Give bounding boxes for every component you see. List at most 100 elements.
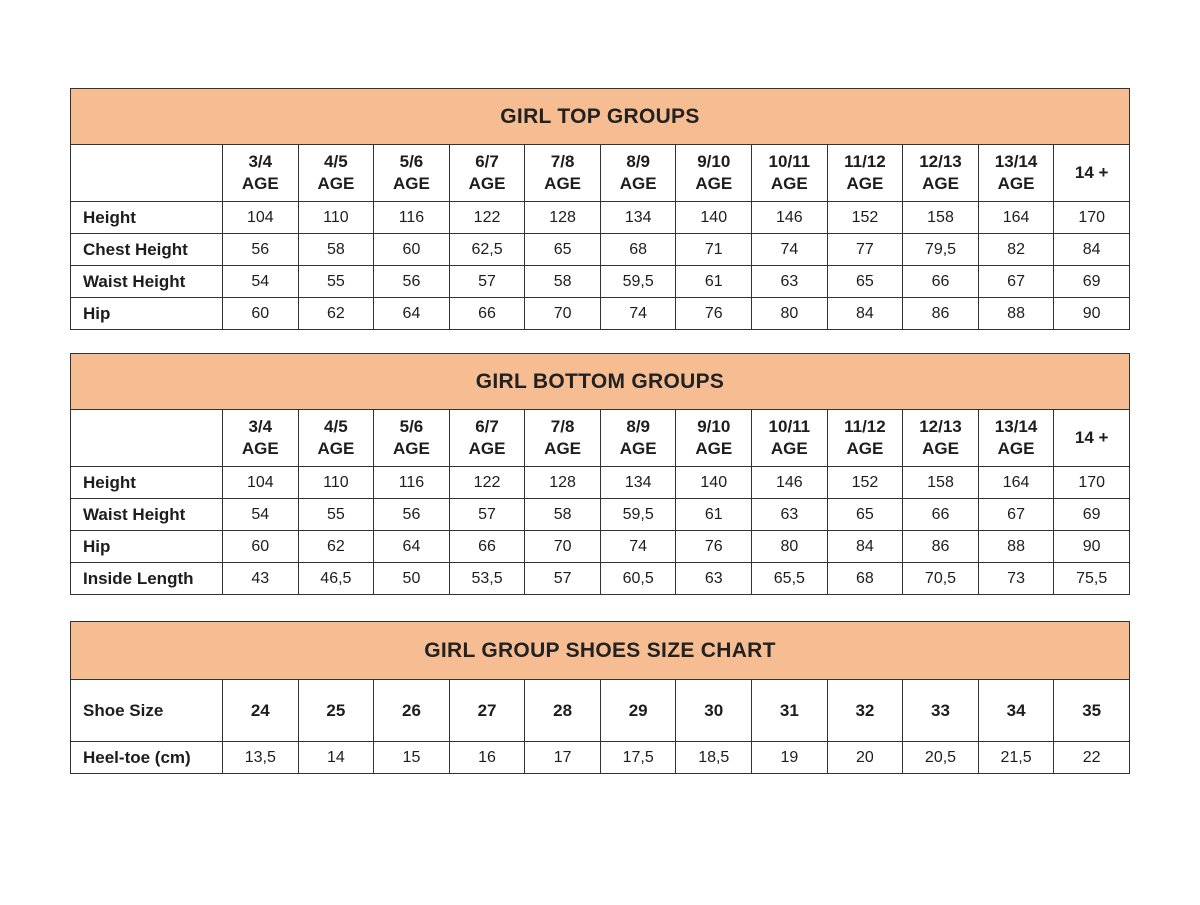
value-cell: 56 (373, 498, 450, 531)
value-cell: 80 (751, 297, 828, 330)
value-cell: 62 (297, 297, 375, 330)
value-cell: 170 (1053, 201, 1130, 234)
value-cell: 71 (675, 233, 753, 266)
value-cell: 61 (675, 498, 753, 531)
value-cell: 170 (1053, 466, 1130, 499)
value-cell: 15 (373, 741, 450, 774)
value-cell: 69 (1053, 265, 1130, 298)
row-label: Heel-toe (cm) (70, 741, 223, 774)
value-cell: 63 (751, 265, 828, 298)
value-cell: 59,5 (599, 265, 677, 298)
value-cell: 13,5 (222, 741, 299, 774)
value-cell: 164 (977, 201, 1055, 234)
age-header-cell: 14 + (1053, 409, 1130, 467)
value-cell: 22 (1053, 741, 1130, 774)
value-cell: 104 (222, 466, 299, 499)
value-cell: 63 (751, 498, 828, 531)
girl-top-groups-table: GIRL TOP GROUPS 3/4 AGE 4/5 AGE 5/6 AGE 6/7 … (70, 88, 1130, 330)
value-cell: 82 (977, 233, 1055, 266)
value-cell: 84 (1053, 233, 1130, 266)
value-cell: 88 (977, 530, 1055, 563)
value-cell: 146 (751, 201, 828, 234)
age-header-cell: 8/9 AGE (599, 409, 677, 467)
row-label: Height (70, 201, 223, 234)
value-cell: 56 (373, 265, 450, 298)
value-cell: 64 (373, 297, 450, 330)
value-cell: 122 (448, 201, 526, 234)
table-title: GIRL TOP GROUPS (70, 88, 1130, 145)
value-cell: 62 (297, 530, 375, 563)
value-cell: 59,5 (599, 498, 677, 531)
value-cell: 67 (977, 265, 1055, 298)
value-cell: 28 (524, 679, 601, 742)
value-cell: 27 (448, 679, 526, 742)
age-header-cell: 3/4 AGE (222, 409, 299, 467)
value-cell: 57 (448, 265, 526, 298)
value-cell: 65 (826, 265, 904, 298)
value-cell: 58 (297, 233, 375, 266)
row-label: Waist Height (70, 265, 223, 298)
value-cell: 60 (222, 530, 299, 563)
value-cell: 116 (373, 466, 450, 499)
value-cell: 57 (524, 562, 601, 595)
value-cell: 66 (448, 297, 526, 330)
value-cell: 60 (373, 233, 450, 266)
value-cell: 54 (222, 265, 299, 298)
value-cell: 70 (524, 297, 601, 330)
value-cell: 75,5 (1053, 562, 1130, 595)
value-cell: 18,5 (675, 741, 753, 774)
value-cell: 146 (751, 466, 828, 499)
age-header-cell: 11/12 AGE (826, 144, 904, 202)
table-title: GIRL BOTTOM GROUPS (70, 353, 1130, 410)
value-cell: 69 (1053, 498, 1130, 531)
value-cell: 110 (297, 466, 375, 499)
age-header-cell: 4/5 AGE (297, 409, 375, 467)
value-cell: 64 (373, 530, 450, 563)
value-cell: 26 (373, 679, 450, 742)
age-header-cell: 10/11 AGE (751, 144, 828, 202)
value-cell: 20,5 (902, 741, 979, 774)
age-header-cell: 12/13 AGE (902, 409, 979, 467)
value-cell: 50 (373, 562, 450, 595)
age-header-cell: 7/8 AGE (524, 144, 601, 202)
value-cell: 77 (826, 233, 904, 266)
age-header-cell: 7/8 AGE (524, 409, 601, 467)
value-cell: 35 (1053, 679, 1130, 742)
value-cell: 66 (902, 265, 979, 298)
row-label: Waist Height (70, 498, 223, 531)
value-cell: 63 (675, 562, 753, 595)
value-cell: 128 (524, 201, 601, 234)
value-cell: 60,5 (599, 562, 677, 595)
value-cell: 88 (977, 297, 1055, 330)
value-cell: 55 (297, 265, 375, 298)
value-cell: 54 (222, 498, 299, 531)
value-cell: 21,5 (977, 741, 1055, 774)
value-cell: 110 (297, 201, 375, 234)
value-cell: 86 (902, 530, 979, 563)
value-cell: 84 (826, 297, 904, 330)
value-cell: 164 (977, 466, 1055, 499)
value-cell: 90 (1053, 297, 1130, 330)
value-cell: 65 (524, 233, 601, 266)
age-header-cell: 3/4 AGE (222, 144, 299, 202)
value-cell: 74 (599, 297, 677, 330)
age-header-cell: 4/5 AGE (297, 144, 375, 202)
age-header-cell: 6/7 AGE (448, 409, 526, 467)
age-header-cell: 10/11 AGE (751, 409, 828, 467)
age-header-cell: 5/6 AGE (373, 409, 450, 467)
value-cell: 29 (599, 679, 677, 742)
value-cell: 152 (826, 466, 904, 499)
value-cell: 16 (448, 741, 526, 774)
value-cell: 14 (297, 741, 375, 774)
age-header-cell: 9/10 AGE (675, 144, 753, 202)
value-cell: 17 (524, 741, 601, 774)
value-cell: 53,5 (448, 562, 526, 595)
value-cell: 34 (977, 679, 1055, 742)
value-cell: 60 (222, 297, 299, 330)
age-header-cell: 14 + (1053, 144, 1130, 202)
value-cell: 116 (373, 201, 450, 234)
value-cell: 25 (297, 679, 375, 742)
value-cell: 79,5 (902, 233, 979, 266)
row-label: Hip (70, 530, 223, 563)
